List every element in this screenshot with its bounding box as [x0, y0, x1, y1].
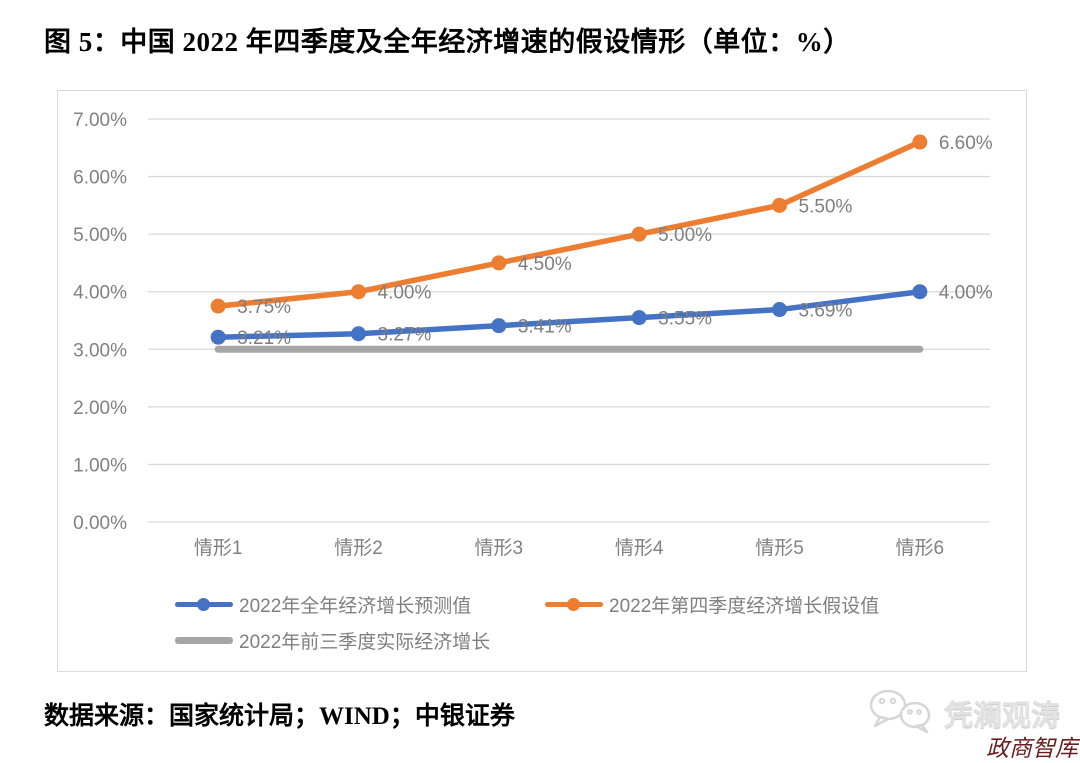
x-category-label: 情形2	[334, 537, 383, 559]
data-label: 4.00%	[939, 283, 993, 304]
data-label: 4.50%	[518, 254, 572, 275]
figure-title: 图 5：中国 2022 年四季度及全年经济增速的假设情形（单位：%）	[44, 27, 851, 57]
data-point	[491, 255, 507, 271]
data-label: 3.69%	[799, 301, 853, 322]
y-tick-label: 0.00%	[73, 513, 127, 534]
data-point	[210, 329, 226, 345]
watermark-sub-text: 政商智库	[986, 736, 1078, 761]
data-label: 3.55%	[658, 309, 712, 330]
data-label: 3.21%	[237, 328, 291, 349]
data-point	[351, 284, 366, 300]
y-tick-label: 1.00%	[73, 455, 127, 476]
data-label: 6.60%	[939, 133, 993, 154]
legend-line-dot-marker	[175, 591, 233, 617]
data-label: 3.27%	[378, 325, 432, 346]
legend-item-first-three-quarters: 2022年前三季度实际经济增长	[175, 627, 490, 653]
data-point	[351, 326, 366, 342]
data-point	[912, 134, 928, 150]
y-tick-label: 3.00%	[73, 340, 127, 361]
data-label: 4.00%	[378, 283, 432, 304]
x-category-label: 情形3	[475, 537, 524, 559]
x-category-label: 情形5	[755, 537, 804, 559]
line-chart: 0.00% 1.00% 2.00% 3.00% 4.00% 5.00% 6.00% 7.00%…	[73, 110, 993, 559]
data-label: 5.50%	[799, 196, 853, 217]
chart-panel: 0.00% 1.00% 2.00% 3.00% 4.00% 5.00% 6.00% 7.00%…	[57, 90, 1027, 672]
y-tick-label: 7.00%	[73, 110, 127, 131]
data-point	[491, 318, 507, 334]
legend-line-dot-marker	[545, 591, 603, 617]
wechat-chat-bubbles-icon	[869, 689, 931, 734]
y-tick-label: 4.00%	[73, 283, 127, 304]
x-category-label: 情形4	[615, 537, 664, 559]
y-tick-label: 2.00%	[73, 398, 127, 419]
data-label: 3.75%	[237, 297, 291, 318]
legend-label: 2022年第四季度经济增长假设值	[609, 595, 880, 617]
series-line	[215, 139, 923, 309]
x-category-label: 情形6	[896, 537, 945, 559]
watermark-brand-text: 凭澜观涛	[944, 700, 1061, 732]
data-point	[772, 197, 787, 213]
legend-line-marker	[175, 627, 233, 653]
data-point	[772, 302, 787, 318]
data-point	[631, 226, 647, 242]
legend-item-annual-forecast: 2022年全年经济增长预测值	[175, 591, 471, 617]
legend-label: 2022年前三季度实际经济增长	[239, 631, 491, 653]
data-label: 3.41%	[518, 317, 572, 338]
legend-item-q4-assumption: 2022年第四季度经济增长假设值	[545, 591, 879, 617]
series-line	[215, 288, 923, 340]
data-source-note: 数据来源：国家统计局；WIND；中银证券	[44, 703, 515, 730]
data-label: 5.00%	[658, 225, 712, 246]
y-tick-label: 5.00%	[73, 225, 127, 246]
data-point	[631, 310, 647, 326]
data-point	[912, 284, 928, 300]
data-point	[210, 298, 226, 314]
y-tick-label: 6.00%	[73, 168, 127, 189]
x-category-label: 情形1	[194, 537, 243, 559]
legend-label: 2022年全年经济增长预测值	[239, 595, 472, 617]
